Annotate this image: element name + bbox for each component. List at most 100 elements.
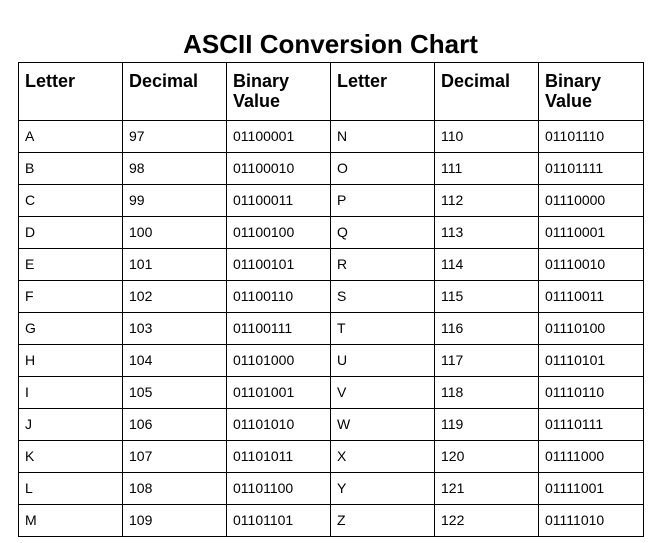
table-row: K 107 01101011 X 120 01111000 xyxy=(18,440,644,473)
table-row: C 99 01100011 P 112 01110000 xyxy=(18,184,644,217)
letter-cell: L xyxy=(18,472,123,505)
binary-cell: 01101000 xyxy=(226,344,331,377)
decimal-cell: 122 xyxy=(434,504,539,537)
binary-cell: 01110011 xyxy=(538,280,644,313)
decimal-cell: 99 xyxy=(122,184,227,217)
letter-cell: R xyxy=(330,248,435,281)
decimal-cell: 110 xyxy=(434,120,539,153)
letter-cell: J xyxy=(18,408,123,441)
table-row: J 106 01101010 W 119 01110111 xyxy=(18,408,644,441)
letter-cell: G xyxy=(18,312,123,345)
letter-cell: O xyxy=(330,152,435,185)
binary-cell: 01100001 xyxy=(226,120,331,153)
letter-cell: Y xyxy=(330,472,435,505)
table-row: I 105 01101001 V 118 01110110 xyxy=(18,376,644,409)
decimal-cell: 103 xyxy=(122,312,227,345)
decimal-cell: 113 xyxy=(434,216,539,249)
page-title: ASCII Conversion Chart xyxy=(183,29,478,59)
letter-cell: I xyxy=(18,376,123,409)
decimal-cell: 105 xyxy=(122,376,227,409)
decimal-cell: 112 xyxy=(434,184,539,217)
header-letter: Letter xyxy=(330,62,435,121)
binary-cell: 01100101 xyxy=(226,248,331,281)
letter-cell: W xyxy=(330,408,435,441)
table-row: E 101 01100101 R 114 01110010 xyxy=(18,248,644,281)
binary-cell: 01100111 xyxy=(226,312,331,345)
table-row: M 109 01101101 Z 122 01111010 xyxy=(18,504,644,537)
header-row: Letter Decimal Binary Value Letter Decim… xyxy=(18,62,644,121)
binary-cell: 01111001 xyxy=(538,472,644,505)
binary-cell: 01101010 xyxy=(226,408,331,441)
header-letter: Letter xyxy=(18,62,123,121)
table-row: H 104 01101000 U 117 01110101 xyxy=(18,344,644,377)
binary-cell: 01101100 xyxy=(226,472,331,505)
letter-cell: Z xyxy=(330,504,435,537)
letter-cell: P xyxy=(330,184,435,217)
binary-cell: 01110101 xyxy=(538,344,644,377)
header-decimal: Decimal xyxy=(122,62,227,121)
letter-cell: T xyxy=(330,312,435,345)
binary-cell: 01100011 xyxy=(226,184,331,217)
binary-cell: 01110111 xyxy=(538,408,644,441)
binary-cell: 01100110 xyxy=(226,280,331,313)
decimal-cell: 106 xyxy=(122,408,227,441)
table-row: B 98 01100010 O 111 01101111 xyxy=(18,152,644,185)
decimal-cell: 107 xyxy=(122,440,227,473)
letter-cell: Q xyxy=(330,216,435,249)
ascii-table: Letter Decimal Binary Value Letter Decim… xyxy=(18,62,644,537)
binary-cell: 01110001 xyxy=(538,216,644,249)
table-row: D 100 01100100 Q 113 01110001 xyxy=(18,216,644,249)
binary-cell: 01100100 xyxy=(226,216,331,249)
binary-cell: 01100010 xyxy=(226,152,331,185)
decimal-cell: 101 xyxy=(122,248,227,281)
decimal-cell: 100 xyxy=(122,216,227,249)
binary-cell: 01111000 xyxy=(538,440,644,473)
letter-cell: A xyxy=(18,120,123,153)
decimal-cell: 108 xyxy=(122,472,227,505)
header-binary-value: Binary Value xyxy=(538,62,644,121)
binary-cell: 01101111 xyxy=(538,152,644,185)
decimal-cell: 97 xyxy=(122,120,227,153)
binary-cell: 01101101 xyxy=(226,504,331,537)
decimal-cell: 121 xyxy=(434,472,539,505)
binary-cell: 01110010 xyxy=(538,248,644,281)
decimal-cell: 117 xyxy=(434,344,539,377)
binary-cell: 01110100 xyxy=(538,312,644,345)
table-row: A 97 01100001 N 110 01101110 xyxy=(18,120,644,153)
decimal-cell: 118 xyxy=(434,376,539,409)
letter-cell: M xyxy=(18,504,123,537)
binary-cell: 01110110 xyxy=(538,376,644,409)
decimal-cell: 98 xyxy=(122,152,227,185)
letter-cell: E xyxy=(18,248,123,281)
binary-cell: 01111010 xyxy=(538,504,644,537)
letter-cell: V xyxy=(330,376,435,409)
letter-cell: K xyxy=(18,440,123,473)
header-decimal: Decimal xyxy=(434,62,539,121)
letter-cell: B xyxy=(18,152,123,185)
letter-cell: S xyxy=(330,280,435,313)
binary-cell: 01101011 xyxy=(226,440,331,473)
letter-cell: C xyxy=(18,184,123,217)
decimal-cell: 116 xyxy=(434,312,539,345)
letter-cell: H xyxy=(18,344,123,377)
letter-cell: D xyxy=(18,216,123,249)
decimal-cell: 102 xyxy=(122,280,227,313)
binary-cell: 01110000 xyxy=(538,184,644,217)
letter-cell: F xyxy=(18,280,123,313)
table-row: G 103 01100111 T 116 01110100 xyxy=(18,312,644,345)
table-row: F 102 01100110 S 115 01110011 xyxy=(18,280,644,313)
binary-cell: 01101110 xyxy=(538,120,644,153)
letter-cell: X xyxy=(330,440,435,473)
decimal-cell: 114 xyxy=(434,248,539,281)
table-row: L 108 01101100 Y 121 01111001 xyxy=(18,472,644,505)
letter-cell: N xyxy=(330,120,435,153)
decimal-cell: 120 xyxy=(434,440,539,473)
letter-cell: U xyxy=(330,344,435,377)
decimal-cell: 115 xyxy=(434,280,539,313)
decimal-cell: 119 xyxy=(434,408,539,441)
decimal-cell: 109 xyxy=(122,504,227,537)
binary-cell: 01101001 xyxy=(226,376,331,409)
decimal-cell: 111 xyxy=(434,152,539,185)
decimal-cell: 104 xyxy=(122,344,227,377)
header-binary-value: Binary Value xyxy=(226,62,331,121)
